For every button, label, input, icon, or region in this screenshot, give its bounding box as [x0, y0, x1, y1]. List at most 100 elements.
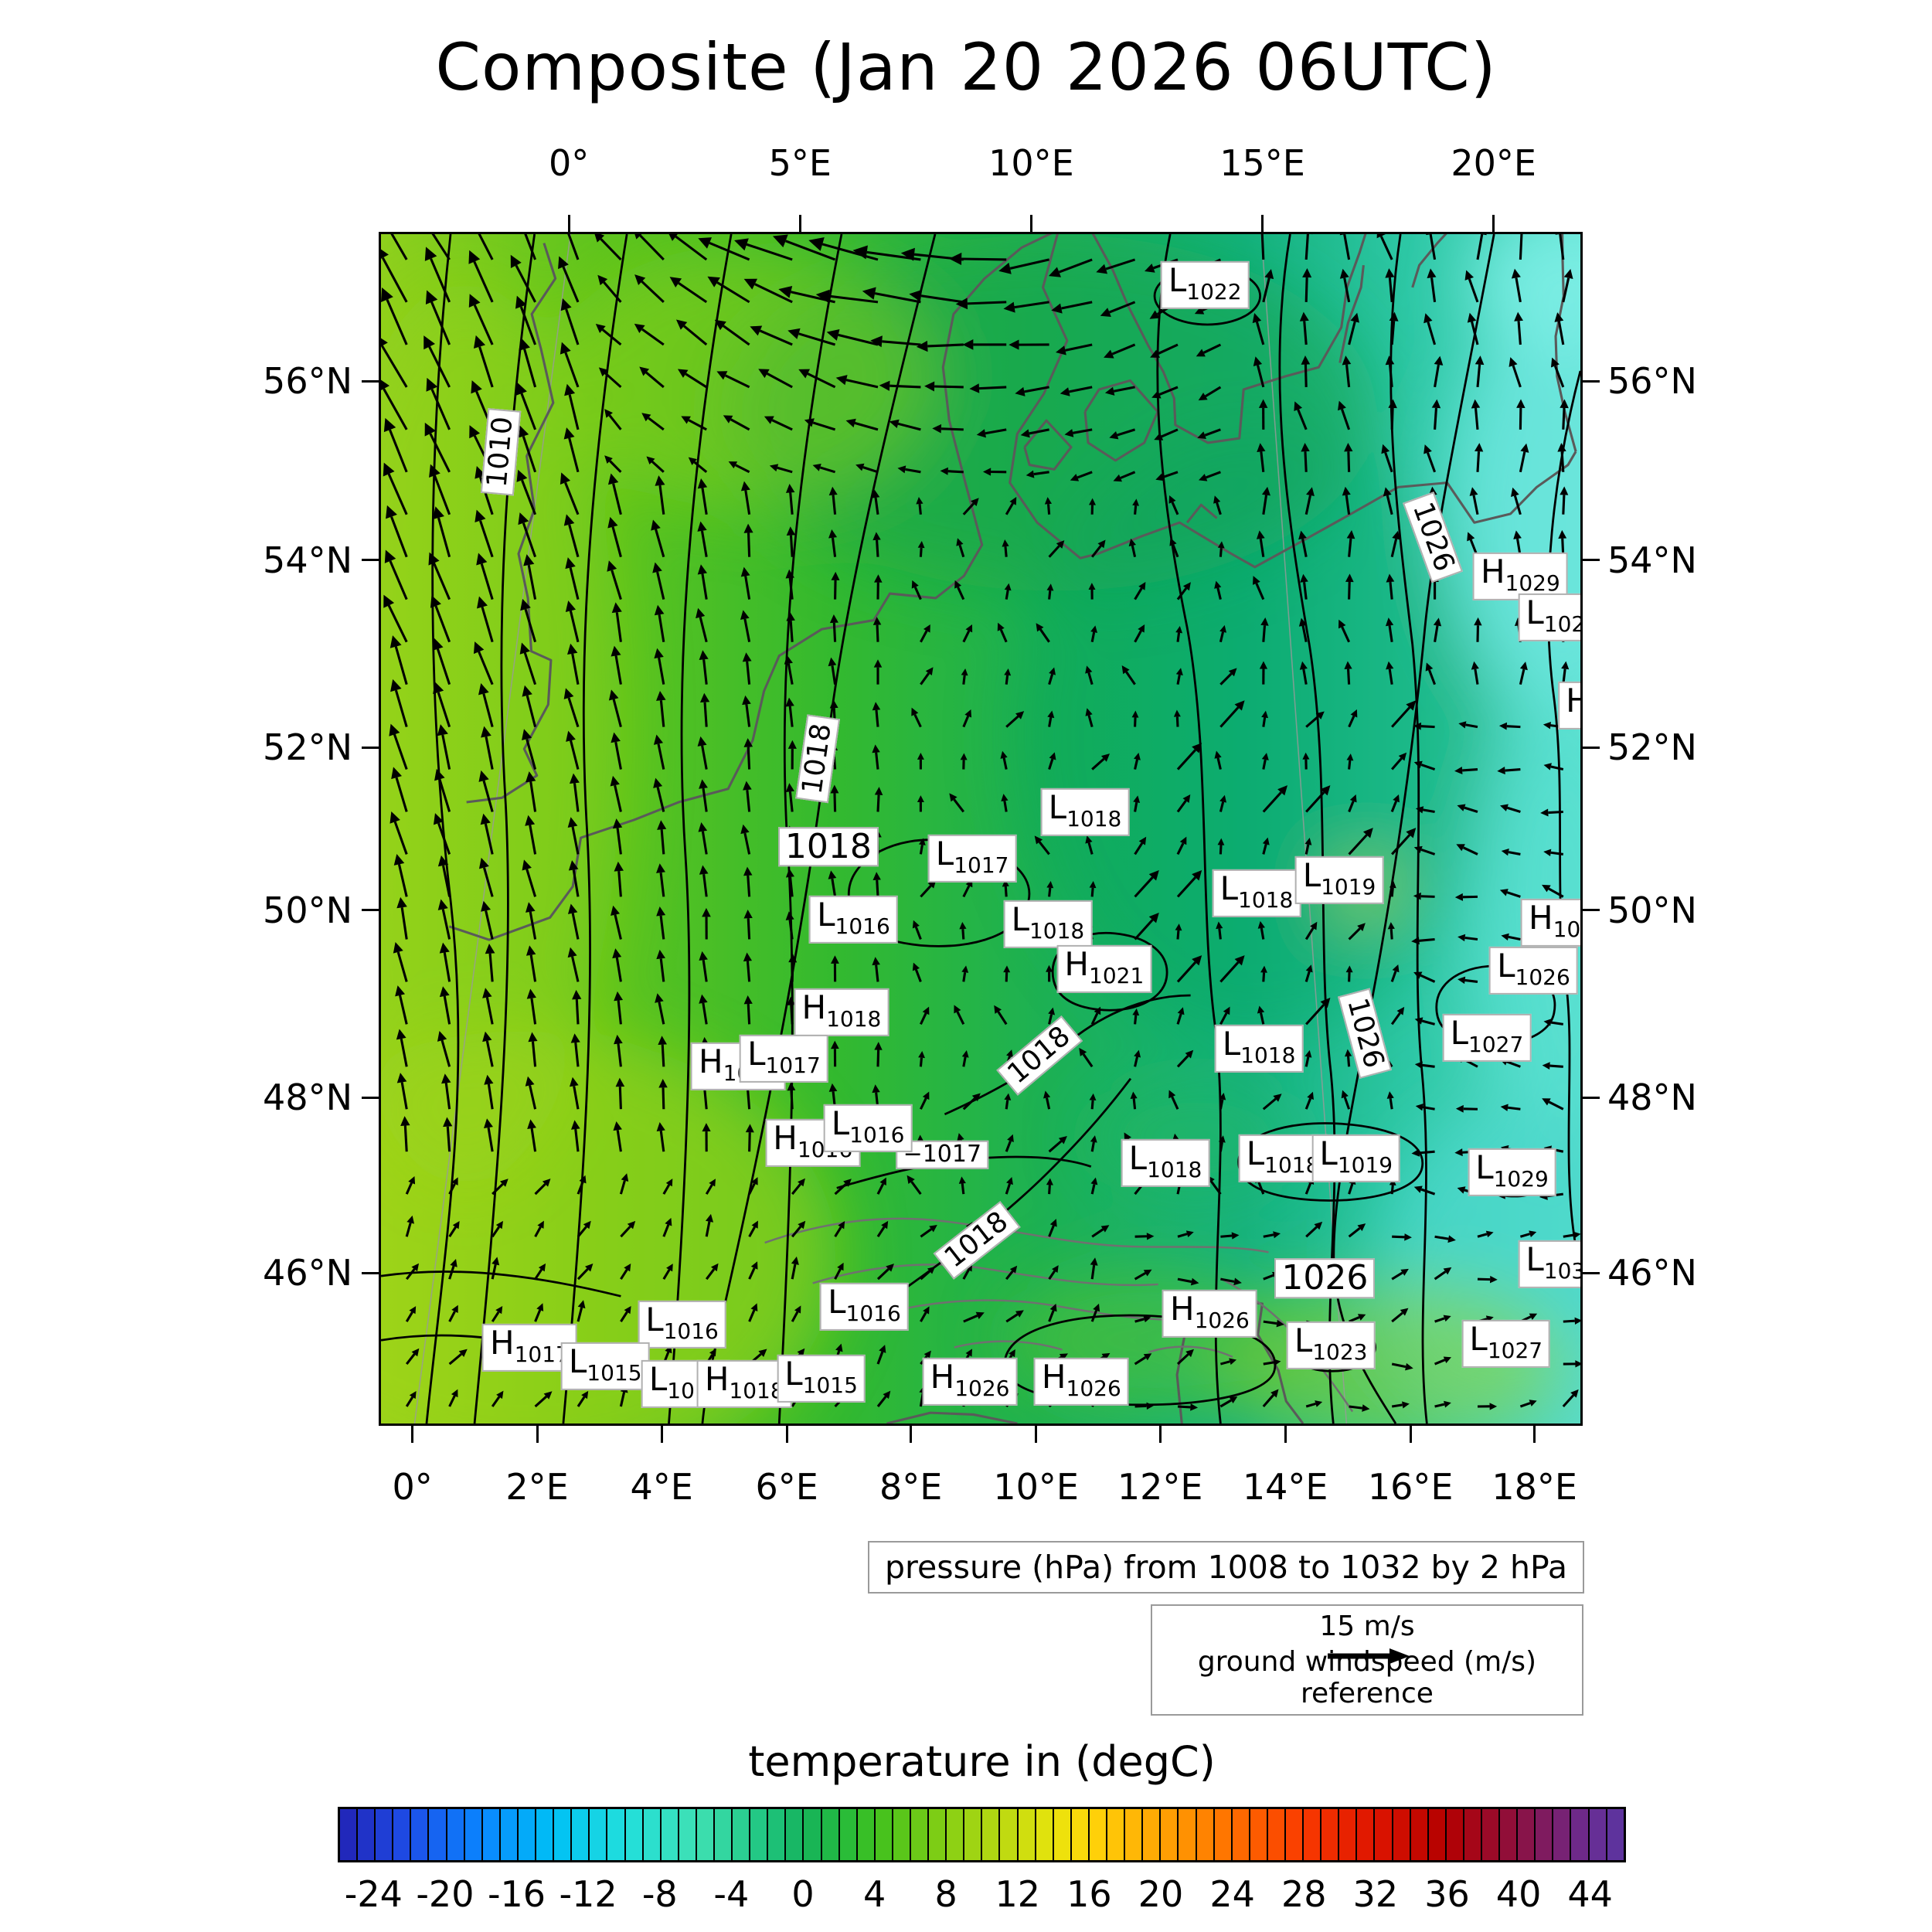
colorbar-segment	[340, 1809, 359, 1860]
colorbar	[338, 1807, 1626, 1862]
axis-tick-label: 56°N	[1607, 360, 1697, 403]
axis-tick-mark	[362, 379, 379, 383]
axis-tick-label: 50°N	[263, 889, 352, 931]
figure-title: Composite (Jan 20 2026 06UTC)	[435, 29, 1497, 105]
pressure-center-label: L1018	[1003, 900, 1093, 948]
axis-tick-mark	[1409, 1426, 1412, 1443]
colorbar-tick-label: 24	[1209, 1873, 1255, 1915]
colorbar-segment	[1232, 1809, 1250, 1860]
colorbar-segment	[1571, 1809, 1590, 1860]
axis-tick-mark	[1583, 379, 1600, 383]
pressure-center-label: L1027	[1442, 1014, 1532, 1063]
colorbar-segment	[643, 1809, 662, 1860]
colorbar-tick-label: 40	[1495, 1873, 1542, 1915]
colorbar-segment	[804, 1809, 822, 1860]
colorbar-segment	[607, 1809, 626, 1860]
pressure-center-label: L1023	[1286, 1321, 1376, 1369]
colorbar-tick-label: 36	[1424, 1873, 1470, 1915]
colorbar-segment	[1410, 1809, 1429, 1860]
colorbar-segment	[982, 1809, 1001, 1860]
colorbar-tick-label: -20	[416, 1873, 474, 1915]
colorbar-segment	[590, 1809, 608, 1860]
pressure-center-label: L1016	[823, 1104, 913, 1153]
axis-tick-label: 20°E	[1451, 142, 1537, 184]
colorbar-segment	[839, 1809, 858, 1860]
axis-tick-label: 14°E	[1242, 1466, 1328, 1508]
colorbar-segment	[733, 1809, 751, 1860]
colorbar-tick-label: 20	[1138, 1873, 1184, 1915]
axis-tick-label: 15°E	[1219, 142, 1305, 184]
colorbar-segment	[1482, 1809, 1501, 1860]
pressure-center-label: L1016	[638, 1301, 726, 1349]
colorbar-segment	[786, 1809, 804, 1860]
colorbar-segment	[411, 1809, 430, 1860]
colorbar-segment	[1339, 1809, 1358, 1860]
map-canvas	[381, 234, 1580, 1423]
pressure-center-label: L1016	[809, 895, 898, 944]
pressure-center-label: L1026	[1489, 946, 1578, 995]
pressure-center-label: H1026	[1162, 1290, 1257, 1338]
axis-tick-label: 52°N	[1607, 726, 1697, 769]
pressure-center-label: L1018	[1040, 787, 1130, 836]
colorbar-segment	[911, 1809, 930, 1860]
colorbar-segment	[1196, 1809, 1215, 1860]
colorbar-segment	[1250, 1809, 1268, 1860]
pressure-center-label: L1022	[1160, 261, 1250, 310]
colorbar-tick-label: -8	[641, 1873, 678, 1915]
axis-tick-mark	[1533, 1426, 1536, 1443]
colorbar-segment	[1018, 1809, 1036, 1860]
colorbar-segment	[1464, 1809, 1482, 1860]
axis-tick-mark	[1583, 1096, 1600, 1099]
colorbar-segment	[1214, 1809, 1233, 1860]
map-plot-area: L1022H1029L1028HL1018L1017L1016L1018L101…	[379, 232, 1583, 1426]
isobar-value-label: 1026	[1337, 988, 1392, 1079]
colorbar-segment	[857, 1809, 876, 1860]
pressure-center-label: H1026	[922, 1358, 1018, 1406]
colorbar-tick-label: 32	[1352, 1873, 1399, 1915]
colorbar-segment	[482, 1809, 501, 1860]
colorbar-segment	[821, 1809, 840, 1860]
colorbar-segment	[358, 1809, 376, 1860]
colorbar-segment	[1321, 1809, 1340, 1860]
colorbar-segment	[1000, 1809, 1019, 1860]
axis-tick-mark	[798, 215, 801, 232]
colorbar-tick-label: -24	[344, 1873, 403, 1915]
colorbar-segment	[1536, 1809, 1554, 1860]
pressure-center-label: H1018	[696, 1360, 792, 1409]
axis-tick-label: 10°E	[993, 1466, 1079, 1508]
axis-tick-mark	[1284, 1426, 1287, 1443]
axis-tick-mark	[1029, 215, 1032, 232]
colorbar-segment	[750, 1809, 769, 1860]
pressure-center-label: L1028	[1518, 593, 1580, 641]
axis-tick-mark	[1583, 909, 1600, 912]
axis-tick-mark	[1261, 215, 1264, 232]
colorbar-segment	[500, 1809, 519, 1860]
pressure-center-label: H1029	[1472, 553, 1568, 601]
colorbar-tick-label: 44	[1567, 1873, 1613, 1915]
colorbar-segment	[429, 1809, 447, 1860]
axis-tick-mark	[362, 559, 379, 562]
colorbar-tick-label: 4	[862, 1873, 886, 1915]
pressure-center-label: H1026	[1033, 1358, 1129, 1406]
colorbar-segment	[1357, 1809, 1376, 1860]
colorbar-segment	[679, 1809, 697, 1860]
wind-legend-caption: ground windspeed (m/s) reference	[1197, 1646, 1537, 1709]
axis-tick-label: 48°N	[1607, 1077, 1697, 1119]
pressure-center-label: L1019	[1294, 855, 1384, 904]
colorbar-segment	[947, 1809, 965, 1860]
axis-tick-mark	[660, 1426, 663, 1443]
colorbar-segment	[376, 1809, 394, 1860]
axis-tick-label: 4°E	[630, 1466, 693, 1508]
isobar-value-label: 1018	[795, 714, 840, 803]
colorbar-segment	[1107, 1809, 1126, 1860]
colorbar-segment	[929, 1809, 947, 1860]
axis-tick-mark	[1583, 746, 1600, 749]
colorbar-segment	[1553, 1809, 1572, 1860]
colorbar-segment	[554, 1809, 573, 1860]
isobar-value-label: 1026	[1274, 1258, 1376, 1298]
colorbar-segment	[447, 1809, 465, 1860]
pressure-center-label: L1015	[777, 1354, 866, 1403]
wind-legend: 15 m/s ground windspeed (m/s) reference	[1151, 1604, 1583, 1716]
colorbar-tick-label: 0	[791, 1873, 815, 1915]
pressure-center-label: L1015	[560, 1342, 650, 1391]
